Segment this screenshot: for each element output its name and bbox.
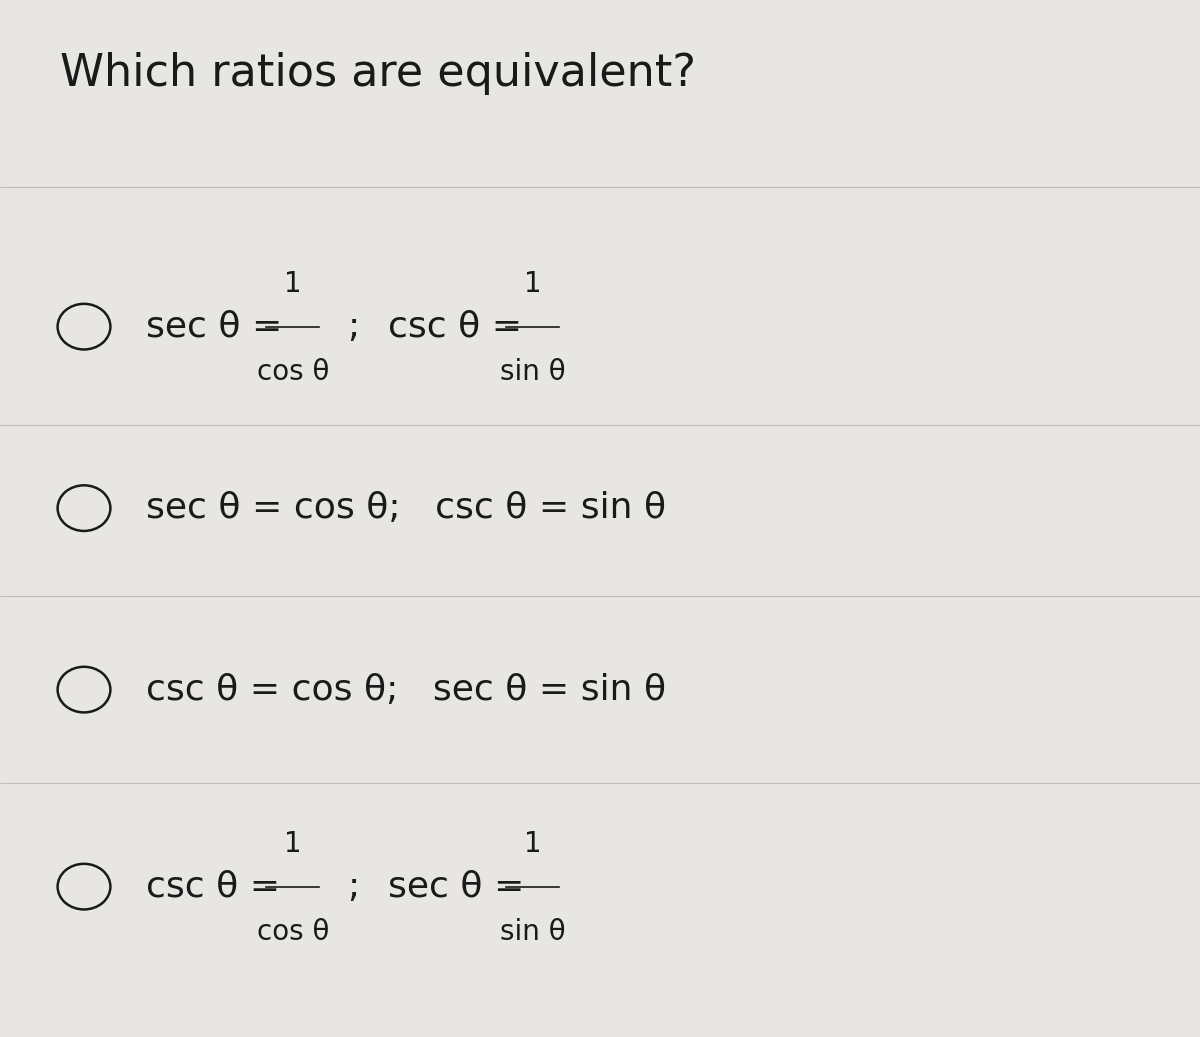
Text: 1: 1 bbox=[284, 270, 301, 298]
Text: 1: 1 bbox=[284, 830, 301, 858]
Text: 1: 1 bbox=[524, 270, 541, 298]
Text: sec θ =: sec θ = bbox=[146, 310, 294, 343]
Text: csc θ = cos θ;   sec θ = sin θ: csc θ = cos θ; sec θ = sin θ bbox=[146, 673, 666, 706]
Text: ;: ; bbox=[347, 310, 359, 343]
Text: sin θ: sin θ bbox=[500, 358, 565, 386]
Text: csc θ =: csc θ = bbox=[365, 310, 534, 343]
Text: sin θ: sin θ bbox=[500, 918, 565, 946]
Text: 1: 1 bbox=[524, 830, 541, 858]
Text: cos θ: cos θ bbox=[257, 918, 329, 946]
Text: sec θ = cos θ;   csc θ = sin θ: sec θ = cos θ; csc θ = sin θ bbox=[146, 492, 666, 525]
Text: Which ratios are equivalent?: Which ratios are equivalent? bbox=[60, 52, 696, 94]
Text: cos θ: cos θ bbox=[257, 358, 329, 386]
Text: sec θ =: sec θ = bbox=[365, 870, 535, 903]
Text: csc θ =: csc θ = bbox=[146, 870, 292, 903]
Text: ;: ; bbox=[347, 870, 359, 903]
